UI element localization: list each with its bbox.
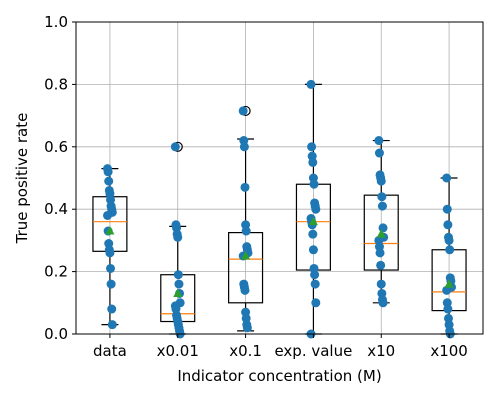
data-point: [241, 226, 251, 236]
data-point: [103, 167, 113, 177]
data-point: [306, 79, 316, 89]
data-points: [103, 79, 456, 339]
data-point: [311, 204, 321, 214]
data-point: [376, 279, 386, 289]
data-point: [107, 320, 117, 330]
data-point: [170, 142, 180, 152]
plot-frame: [75, 21, 484, 335]
data-point: [310, 279, 320, 289]
mean-marker: [173, 288, 183, 297]
data-point: [238, 106, 248, 116]
data-point: [307, 142, 317, 152]
y-tick-label: 0.6: [44, 138, 68, 156]
y-tick-label: 0.4: [44, 200, 68, 218]
x-tick-label: x0.1: [229, 342, 262, 360]
data-point: [442, 204, 452, 214]
data-point: [105, 248, 115, 258]
x-tick-label: data: [93, 342, 127, 360]
y-tick-label: 0.0: [44, 325, 68, 343]
data-point: [443, 220, 453, 230]
y-tick-label: 0.2: [44, 263, 68, 281]
mean-marker: [105, 226, 115, 235]
data-point: [376, 176, 386, 186]
mean-marker: [444, 279, 454, 288]
data-point: [240, 285, 250, 295]
mean-marker: [376, 229, 386, 238]
x-tick-label: x10: [367, 342, 395, 360]
data-point: [376, 260, 386, 270]
data-point: [377, 201, 387, 211]
y-axis-label: True positive rate: [13, 113, 31, 245]
data-point: [310, 270, 320, 280]
data-point: [173, 232, 183, 242]
data-point: [308, 245, 318, 255]
mean-marker: [308, 216, 318, 226]
data-point: [308, 229, 318, 239]
data-point: [239, 142, 249, 152]
data-point: [444, 235, 454, 245]
data-point: [375, 248, 385, 258]
mean-marker: [241, 251, 251, 260]
data-point: [311, 298, 321, 308]
data-point: [442, 285, 452, 295]
x-tick-label: x0.01: [157, 342, 199, 360]
data-point: [377, 192, 387, 202]
y-tick-label: 1.0: [44, 13, 68, 31]
data-point: [442, 173, 452, 183]
data-point: [445, 245, 455, 255]
data-point: [240, 182, 250, 192]
data-point: [443, 304, 453, 314]
data-point: [107, 304, 117, 314]
x-tick-label: x100: [430, 342, 468, 360]
data-point: [103, 210, 113, 220]
data-point: [174, 279, 184, 289]
data-point: [308, 157, 318, 167]
y-tick-label: 0.8: [44, 75, 68, 93]
data-point: [106, 279, 116, 289]
ticks: 0.0 0.2 0.4 0.6 0.8 1.0 data x0.01 x0.1 exp. valu…: [44, 13, 468, 360]
data-point: [104, 176, 114, 186]
data-point: [374, 136, 384, 146]
grid: [76, 21, 483, 335]
data-point: [309, 179, 319, 189]
data-point: [106, 263, 116, 273]
data-point: [378, 223, 388, 233]
data-point: [378, 298, 388, 308]
x-tick-label: exp. value: [274, 342, 352, 360]
data-point: [173, 270, 183, 280]
data-point: [242, 323, 252, 333]
x-axis-label: Indicator concentration (M): [177, 367, 381, 385]
data-point: [374, 148, 384, 158]
